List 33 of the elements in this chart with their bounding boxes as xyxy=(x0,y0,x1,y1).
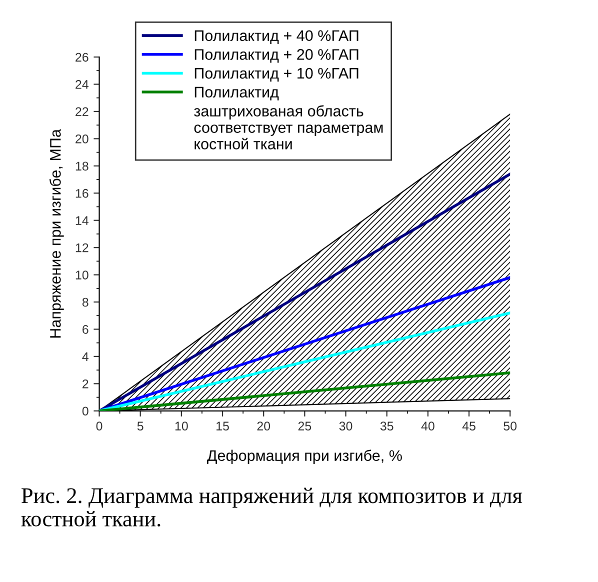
y-tick-label: 8 xyxy=(82,298,88,307)
y-tick-label: 14 xyxy=(76,216,88,225)
legend-label: Полилактид + 20 %ГАП xyxy=(194,49,358,63)
y-tick-label: 6 xyxy=(82,325,88,334)
x-axis-title: Деформация при изгибе, % xyxy=(207,450,402,464)
x-tick-label: 40 xyxy=(421,422,434,430)
annotation: заштрихованая область соответствует параметрам костной ткани xyxy=(194,105,383,150)
text: Рис. 2. Диаграмма напряжений для композитов и для костной ткани. xyxy=(21,488,522,527)
x-tick-label: 20 xyxy=(257,422,270,430)
y-tick-label: 22 xyxy=(76,107,88,116)
y-tick-label: 10 xyxy=(76,270,88,280)
y-tick-label: 18 xyxy=(76,162,88,171)
y-tick-label: 2 xyxy=(82,379,88,388)
x-tick-label: 0 xyxy=(96,422,102,430)
y-tick-label: 16 xyxy=(76,188,88,198)
legend-label: Полилактид + 40 %ГАП xyxy=(194,30,358,44)
x-tick-label: 30 xyxy=(339,422,352,430)
y-tick-label: 12 xyxy=(76,243,88,252)
x-tick-label: 10 xyxy=(175,422,188,430)
y-tick-label: 20 xyxy=(76,134,88,144)
x-tick-label: 5 xyxy=(137,422,144,430)
x-tick-label: 45 xyxy=(462,422,476,430)
x-tick-label: 35 xyxy=(380,422,394,430)
y-axis-title: Напряжение при изгибе, МПа xyxy=(49,129,64,338)
legend-label: Полилактид xyxy=(194,86,279,100)
y-tick-label: 26 xyxy=(76,52,88,62)
x-tick-label: 25 xyxy=(298,422,312,430)
y-tick-label: 24 xyxy=(76,80,88,89)
y-tick-label: 0 xyxy=(82,406,88,416)
y-tick-label: 4 xyxy=(82,352,88,361)
legend-label: Полилактид + 10 %ГАП xyxy=(194,68,358,82)
x-tick-label: 15 xyxy=(216,422,229,430)
x-tick-label: 50 xyxy=(504,422,517,430)
